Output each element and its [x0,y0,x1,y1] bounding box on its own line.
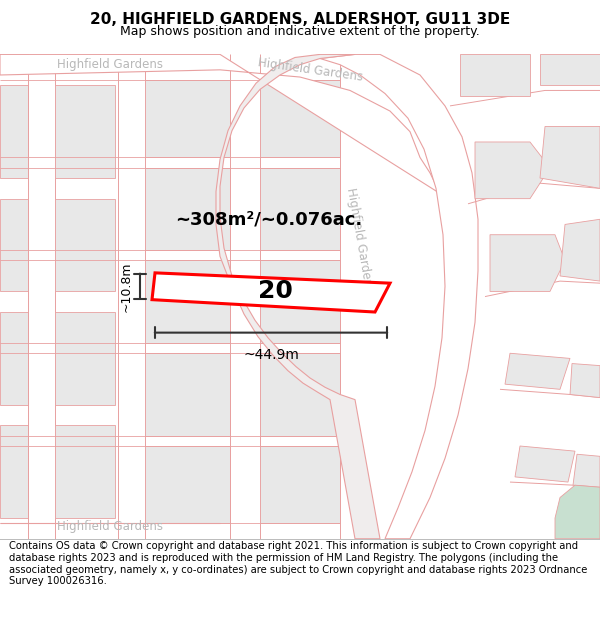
Text: ~44.9m: ~44.9m [243,348,299,362]
Polygon shape [216,54,380,539]
Polygon shape [55,199,115,291]
Polygon shape [152,273,390,312]
Polygon shape [260,446,340,523]
Text: 20: 20 [257,279,292,303]
Polygon shape [145,446,230,523]
Text: ~10.8m: ~10.8m [120,261,133,311]
Polygon shape [260,168,340,250]
Polygon shape [145,80,230,158]
Polygon shape [260,261,340,343]
Text: Highfield Gardens: Highfield Gardens [344,186,376,293]
Polygon shape [475,142,550,199]
Text: Highfield Gardens: Highfield Gardens [257,56,364,84]
Polygon shape [145,168,230,250]
Text: Highfield Gardens: Highfield Gardens [57,520,163,533]
Polygon shape [145,353,230,436]
Polygon shape [555,485,600,539]
Polygon shape [0,312,28,405]
Polygon shape [573,454,600,488]
Polygon shape [540,54,600,85]
Polygon shape [0,426,28,518]
Polygon shape [0,199,28,291]
Polygon shape [55,85,115,178]
Polygon shape [560,219,600,281]
Polygon shape [540,126,600,188]
Polygon shape [490,235,565,291]
Polygon shape [505,353,570,389]
Polygon shape [0,85,28,178]
Polygon shape [0,54,28,64]
Text: Highfield Gardens: Highfield Gardens [57,58,163,71]
Text: Contains OS data © Crown copyright and database right 2021. This information is : Contains OS data © Crown copyright and d… [9,541,587,586]
Text: 20, HIGHFIELD GARDENS, ALDERSHOT, GU11 3DE: 20, HIGHFIELD GARDENS, ALDERSHOT, GU11 3… [90,12,510,27]
Polygon shape [260,80,340,158]
Text: Map shows position and indicative extent of the property.: Map shows position and indicative extent… [120,25,480,38]
Polygon shape [55,426,115,518]
Polygon shape [0,54,440,194]
Polygon shape [460,54,530,96]
Polygon shape [570,364,600,398]
Polygon shape [145,261,230,343]
Polygon shape [320,54,478,539]
Polygon shape [55,312,115,405]
Polygon shape [260,353,340,436]
Text: ~308m²/~0.076ac.: ~308m²/~0.076ac. [175,210,362,228]
Polygon shape [515,446,575,482]
